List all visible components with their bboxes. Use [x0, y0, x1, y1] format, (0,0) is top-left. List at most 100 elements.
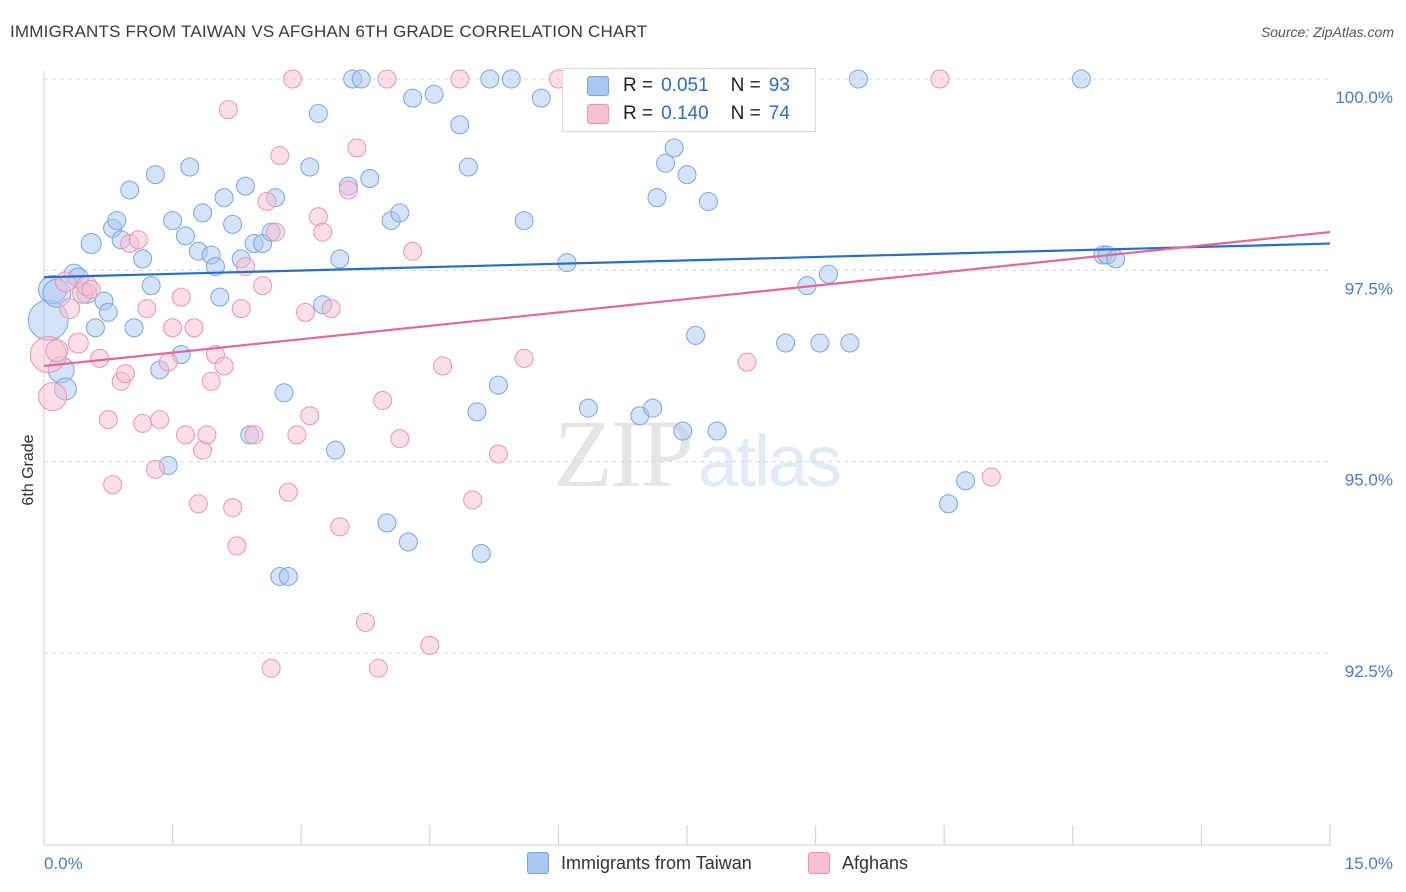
data-point	[488, 444, 508, 464]
legend-swatch-taiwan	[587, 76, 609, 96]
legend-r-label: R =	[623, 75, 654, 96]
data-point	[356, 612, 375, 632]
data-point	[578, 398, 598, 418]
legend-n-value: 74	[768, 103, 790, 124]
data-point	[133, 249, 153, 269]
trend-line	[43, 230, 1331, 368]
legend-label-afghans: Afghans	[842, 852, 909, 873]
legend-label-taiwan: Immigrants from Taiwan	[561, 852, 752, 873]
data-point	[330, 517, 350, 537]
data-point	[223, 498, 243, 518]
data-point	[531, 88, 551, 108]
data-point	[218, 100, 238, 120]
data-point	[98, 410, 118, 430]
data-point	[257, 191, 277, 211]
legend-n-label: N =	[730, 75, 761, 96]
data-point	[124, 318, 144, 338]
data-point	[85, 318, 105, 338]
data-point	[463, 490, 483, 510]
data-point	[1071, 69, 1091, 89]
data-point	[686, 325, 706, 345]
data-point	[235, 176, 255, 196]
series-afghans	[29, 69, 1001, 678]
data-point	[261, 658, 281, 678]
x-tick-label: 0.0%	[44, 854, 83, 873]
data-point	[656, 153, 676, 173]
data-point	[90, 348, 110, 368]
trend-lines	[43, 230, 1331, 368]
x-tick-label: 15.0%	[1345, 854, 1393, 873]
data-point	[98, 302, 118, 322]
data-point	[103, 475, 123, 495]
data-point	[38, 382, 68, 412]
data-point	[373, 390, 393, 410]
legend-r-label: R =	[623, 103, 654, 124]
data-point	[390, 203, 410, 223]
data-point	[677, 165, 697, 185]
data-point	[840, 333, 860, 353]
data-point	[351, 69, 371, 89]
data-point	[253, 276, 273, 296]
data-point	[514, 348, 534, 368]
legend-row-taiwan: R = 0.051 N = 93	[587, 73, 790, 99]
data-point	[707, 421, 727, 441]
legend-item-afghans[interactable]: Afghans	[808, 852, 908, 874]
data-point	[673, 421, 693, 441]
data-point	[278, 566, 298, 586]
legend-item-taiwan[interactable]: Immigrants from Taiwan	[527, 852, 752, 874]
data-point	[647, 188, 667, 208]
data-point	[938, 494, 958, 514]
data-point	[188, 494, 208, 514]
data-point	[420, 635, 440, 655]
chart-title: IMMIGRANTS FROM TAIWAN VS AFGHAN 6TH GRA…	[10, 22, 648, 41]
data-point	[664, 138, 684, 158]
data-point	[450, 115, 470, 135]
data-point	[227, 536, 247, 556]
data-point	[171, 287, 191, 307]
data-point	[643, 398, 663, 418]
data-point	[128, 230, 148, 250]
data-point	[981, 467, 1001, 487]
data-point	[270, 146, 290, 166]
data-point	[180, 157, 200, 177]
legend-r-value: 0.051	[661, 75, 709, 96]
data-point	[67, 332, 89, 354]
data-point	[330, 249, 350, 269]
data-point	[424, 84, 444, 104]
data-point	[107, 211, 127, 231]
data-point	[956, 471, 976, 491]
data-point	[214, 356, 234, 376]
data-point	[45, 339, 69, 363]
tick-labels: 100.0% 97.5% 95.0% 92.5% 0.0% 15.0%	[44, 88, 1393, 873]
data-point	[433, 356, 453, 376]
y-tick-label: 100.0%	[1335, 88, 1393, 107]
data-point	[214, 188, 234, 208]
data-point	[930, 69, 950, 89]
data-point	[403, 88, 423, 108]
data-point	[737, 352, 757, 372]
data-point	[150, 410, 170, 430]
data-point	[133, 413, 153, 433]
data-point	[184, 318, 204, 338]
data-point	[158, 352, 178, 372]
data-point	[145, 459, 165, 479]
axes	[43, 70, 1331, 846]
legend-swatch-afghans	[587, 104, 609, 124]
data-point	[776, 333, 796, 353]
data-point	[313, 222, 333, 242]
data-point	[163, 211, 183, 231]
stats-legend: R = 0.051 N = 93 R = 0.140 N = 74	[562, 68, 816, 132]
data-point	[163, 318, 183, 338]
data-point	[501, 69, 521, 89]
y-tick-label: 97.5%	[1345, 279, 1393, 298]
data-point	[175, 226, 195, 246]
data-point	[338, 180, 358, 200]
data-point	[308, 103, 328, 123]
series-legend: Immigrants from Taiwan Afghans	[0, 852, 1406, 878]
legend-row-afghans: R = 0.140 N = 74	[587, 101, 790, 127]
data-point	[818, 264, 838, 284]
watermark-zip: ZIP	[554, 400, 694, 507]
data-point	[467, 402, 487, 422]
legend-n-value: 93	[768, 75, 790, 96]
